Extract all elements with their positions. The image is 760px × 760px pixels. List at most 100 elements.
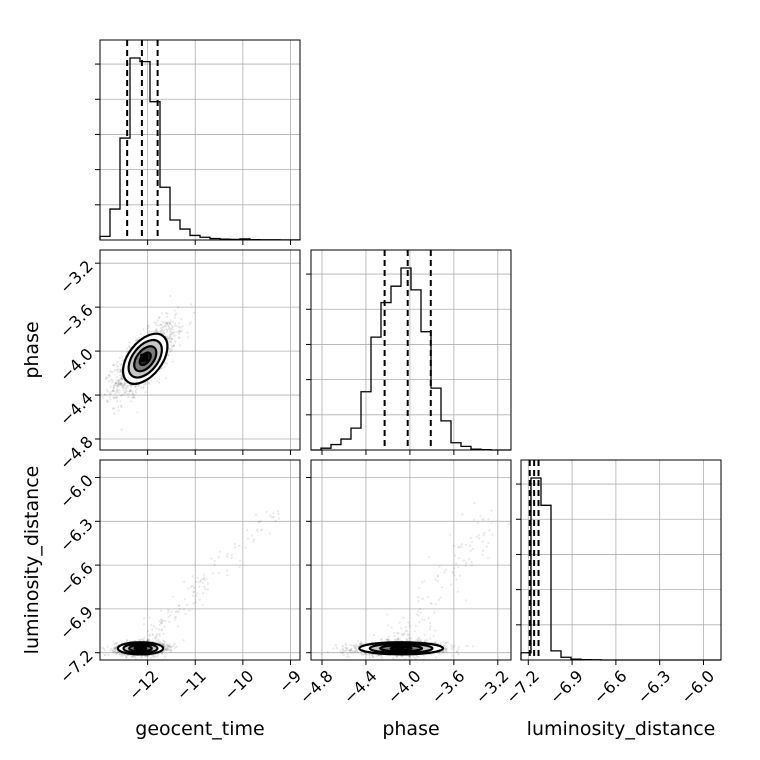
scatter-tail-point xyxy=(193,586,196,589)
scatter-tail-point xyxy=(457,546,460,549)
scatter-point xyxy=(166,645,169,648)
scatter-point xyxy=(177,332,181,335)
scatter-point xyxy=(457,648,460,651)
scatter-point xyxy=(144,382,147,385)
y-axis-label-phase: phase xyxy=(21,321,43,378)
scatter-point xyxy=(334,644,338,647)
scatter-point xyxy=(167,327,171,330)
scatter-point xyxy=(128,389,131,392)
scatter-point xyxy=(115,396,118,400)
scatter-tail-point xyxy=(149,634,152,637)
scatter-point xyxy=(119,370,122,373)
scatter-point xyxy=(164,324,167,327)
scatter-point xyxy=(155,323,158,327)
scatter-point xyxy=(118,380,121,383)
scatter-tail-point xyxy=(406,633,409,636)
scatter-point xyxy=(113,369,116,372)
scatter-tail-point xyxy=(428,628,431,631)
scatter-point xyxy=(117,405,120,408)
scatter-point xyxy=(114,648,117,651)
scatter-point xyxy=(167,648,170,652)
histogram-panel-luminosity_distance xyxy=(516,459,722,665)
scatter-tail-point xyxy=(254,513,258,516)
scatter-point xyxy=(128,390,131,393)
scatter-point xyxy=(127,395,130,398)
y-axis-label-luminosity_distance: luminosity_distance xyxy=(21,466,43,655)
scatter-tail-point xyxy=(482,549,485,553)
scatter-tail-point xyxy=(415,613,418,616)
scatter-tail-point xyxy=(402,616,405,619)
scatter-point xyxy=(134,654,137,658)
scatter-point xyxy=(109,385,112,388)
scatter-tail-point xyxy=(157,632,161,635)
scatter-tail-point xyxy=(414,624,417,628)
scatter-tail-point xyxy=(491,533,494,536)
scatter-point xyxy=(131,396,134,399)
scatter-tail-point xyxy=(428,556,431,559)
scatter-point xyxy=(178,329,181,332)
scatter-point xyxy=(113,646,116,650)
scatter-tail-point xyxy=(151,633,154,636)
scatter-point xyxy=(179,330,182,333)
scatter-tail-point xyxy=(230,556,233,560)
scatter-point xyxy=(155,639,158,642)
scatter-point xyxy=(109,391,112,394)
scatter-point xyxy=(164,377,168,380)
scatter-point xyxy=(115,641,118,645)
scatter-tail-point xyxy=(408,625,411,628)
scatter-point xyxy=(170,649,173,652)
scatter-tail-point xyxy=(164,619,167,623)
scatter-point xyxy=(115,644,118,648)
panel-frame xyxy=(520,459,722,661)
scatter-point xyxy=(133,396,136,399)
scatter-tail-point xyxy=(473,502,476,505)
scatter-point xyxy=(165,648,168,651)
scatter-point xyxy=(160,652,163,655)
scatter-point xyxy=(148,382,151,385)
scatter-point xyxy=(111,650,114,653)
scatter-point xyxy=(111,390,114,393)
scatter-tail-point xyxy=(167,609,170,612)
scatter-point xyxy=(129,388,132,392)
scatter-point xyxy=(119,368,122,371)
scatter-point xyxy=(159,642,162,645)
scatter-point xyxy=(164,322,167,325)
scatter-point xyxy=(115,390,118,394)
scatter-tail-point xyxy=(479,514,482,518)
scatter-point xyxy=(118,384,121,387)
scatter-tail-point xyxy=(230,553,234,556)
scatter-point xyxy=(117,409,120,412)
scatter-point xyxy=(124,654,128,657)
scatter-point xyxy=(173,309,176,312)
scatter-panel-geocent_time-luminosity_distance xyxy=(95,459,301,665)
scatter-tail-point xyxy=(453,554,457,557)
scatter-tail-point xyxy=(421,618,424,621)
scatter-point xyxy=(120,382,123,385)
scatter-point xyxy=(163,366,166,369)
scatter-point xyxy=(444,647,447,650)
scatter-tail-point xyxy=(405,638,408,641)
scatter-point xyxy=(117,651,120,654)
scatter-tail-point xyxy=(154,635,157,639)
scatter-point xyxy=(104,654,107,657)
scatter-tail-point xyxy=(246,537,250,540)
scatter-tail-point xyxy=(184,612,187,616)
scatter-point xyxy=(152,330,155,333)
scatter-point xyxy=(108,393,111,396)
scatter-point xyxy=(129,389,132,392)
scatter-point xyxy=(168,333,171,336)
scatter-tail-point xyxy=(205,577,208,580)
scatter-point xyxy=(155,330,158,333)
histogram-steps xyxy=(311,267,511,451)
scatter-point xyxy=(165,643,168,646)
scatter-point xyxy=(114,651,117,654)
scatter-points xyxy=(320,502,511,660)
scatter-point xyxy=(344,646,347,649)
scatter-point xyxy=(170,344,173,347)
scatter-point xyxy=(103,649,106,652)
scatter-tail-point xyxy=(277,510,280,513)
scatter-point xyxy=(186,331,189,334)
scatter-point xyxy=(169,327,172,330)
scatter-point xyxy=(161,642,164,646)
scatter-point xyxy=(392,657,395,660)
